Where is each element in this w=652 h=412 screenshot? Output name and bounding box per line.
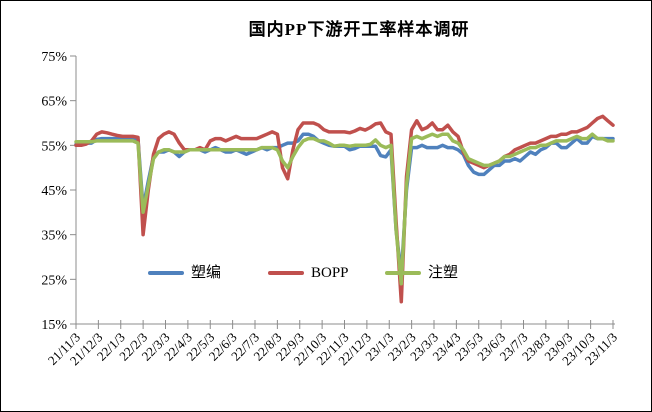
y-tick-label: 45% [41, 184, 67, 199]
legend-line-sample-injection-molding-icon [385, 271, 421, 275]
legend-label-plastic-weaving: 塑编 [191, 265, 222, 281]
y-tick-label: 25% [41, 273, 67, 288]
y-tick-label: 35% [41, 229, 67, 244]
legend-line-sample-bopp-icon [268, 271, 304, 275]
y-tick-label: 75% [41, 50, 67, 65]
y-tick-label: 65% [41, 95, 67, 110]
axes [70, 55, 615, 329]
legend-item-injection-molding: 注塑 [385, 264, 458, 282]
series-lines [74, 114, 615, 304]
legend-line-sample-plastic-weaving-icon [148, 271, 184, 275]
series-line-BOPP [74, 114, 615, 304]
y-tick-labels: 75% 65% 55% 45% 35% 25% 15% [41, 50, 67, 333]
y-tick-label: 15% [41, 318, 67, 333]
x-tick-labels: 21/11/321/12/322/1/322/2/322/3/322/4/322… [45, 330, 620, 369]
legend-item-plastic-weaving: 塑编 [148, 264, 221, 282]
legend-label-bopp: BOPP [311, 265, 349, 281]
legend-item-bopp: BOPP [268, 264, 349, 282]
chart-title: 国内PP下游开工率样本调研 [248, 20, 470, 39]
y-tick-label: 55% [41, 139, 67, 154]
series-line-注塑 [74, 132, 615, 286]
legend-label-injection-molding: 注塑 [428, 265, 459, 281]
